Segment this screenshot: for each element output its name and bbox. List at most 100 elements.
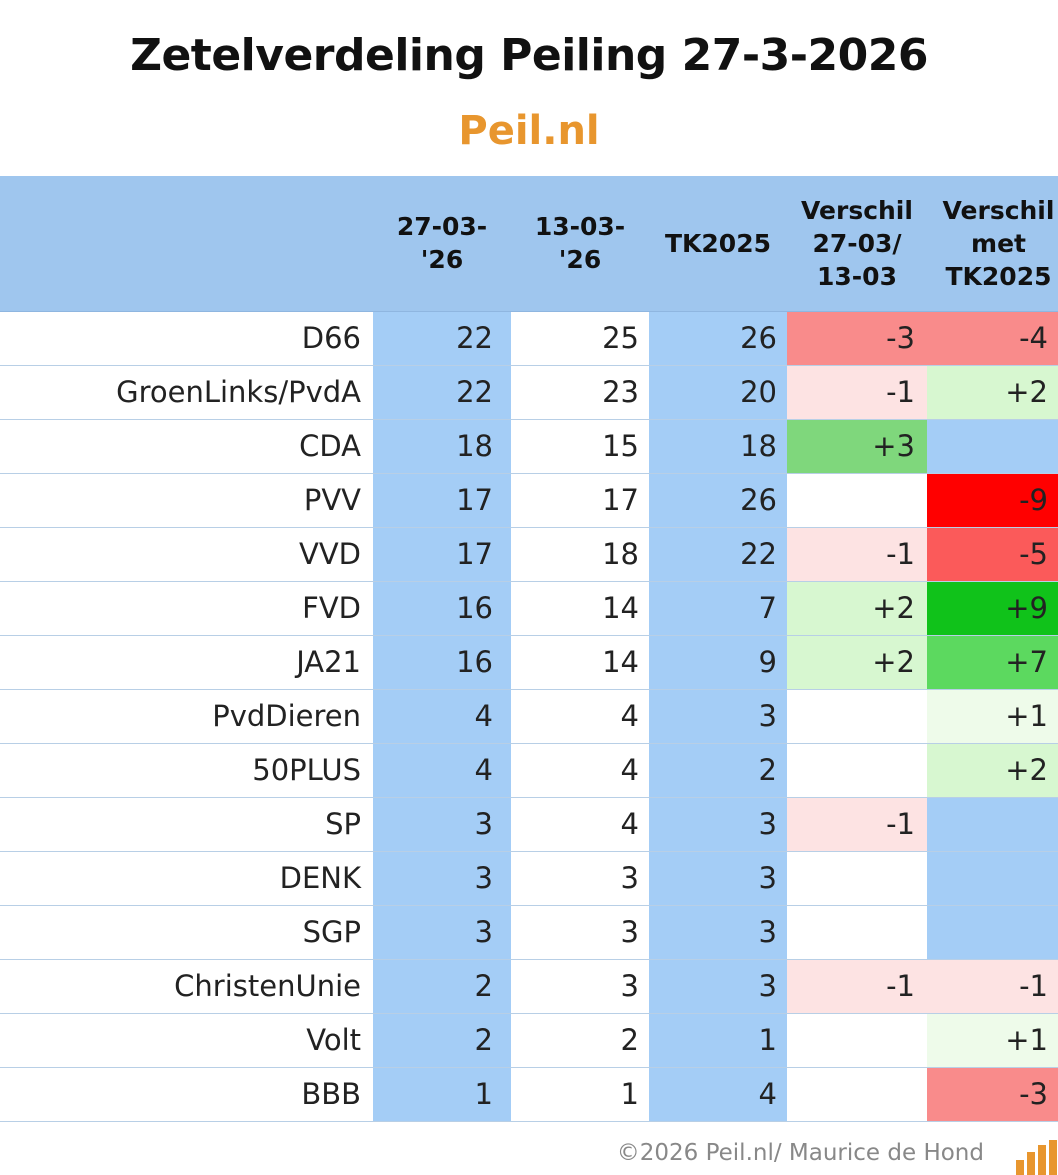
seats-27-03: 4: [373, 689, 511, 744]
seats-13-03: 4: [511, 797, 649, 852]
seats-tk2025: 3: [649, 797, 787, 852]
seats-27-03: 1: [373, 1067, 511, 1122]
copyright-footer: ©2026 Peil.nl/ Maurice de Hond: [616, 1140, 984, 1166]
seats-13-03: 18: [511, 527, 649, 582]
seats-27-03: 22: [373, 311, 511, 366]
header-poll-13-03: 13-03- '26: [511, 176, 649, 312]
seats-tk2025: 2: [649, 743, 787, 798]
diff-13-03: [787, 851, 927, 906]
diff-tk2025: +1: [927, 689, 1058, 744]
seats-tk2025: 3: [649, 905, 787, 960]
header-diff-tk2025: Verschil met TK2025: [927, 176, 1058, 312]
header-line: 27-03-: [396, 212, 488, 242]
header-party: [0, 176, 373, 312]
seats-27-03: 2: [373, 1013, 511, 1068]
header-line: 27-03/: [812, 228, 902, 258]
diff-tk2025: [927, 419, 1058, 474]
header-line: Verschil: [942, 195, 1055, 225]
seats-tk2025: 26: [649, 473, 787, 528]
seats-tk2025: 22: [649, 527, 787, 582]
header-tk2025: TK2025: [649, 176, 787, 312]
seats-13-03: 17: [511, 473, 649, 528]
party-name: CDA: [0, 419, 373, 474]
party-name: FVD: [0, 581, 373, 636]
seats-tk2025: 3: [649, 851, 787, 906]
seats-tk2025: 1: [649, 1013, 787, 1068]
seats-13-03: 3: [511, 905, 649, 960]
seat-table: 27-03- '26 13-03- '26 TK2025 Verschil 27-03/13…: [0, 176, 1058, 1122]
party-name: DENK: [0, 851, 373, 906]
header-line: Verschil: [801, 195, 913, 225]
header-line: TK2025: [664, 228, 771, 258]
table-row: CDA 18 15 18 +3: [0, 419, 1058, 474]
table-header-row: 27-03- '26 13-03- '26 TK2025 Verschil 27-03/13…: [0, 176, 1058, 312]
seats-13-03: 23: [511, 365, 649, 420]
seats-13-03: 4: [511, 743, 649, 798]
header-line: '26: [420, 245, 464, 275]
table-row: FVD 16 14 7 +2 +9: [0, 581, 1058, 636]
diff-tk2025: +9: [927, 581, 1058, 636]
diff-tk2025: [927, 905, 1058, 960]
party-name: SP: [0, 797, 373, 852]
seats-13-03: 3: [511, 959, 649, 1014]
table-row: GroenLinks/PvdA 22 23 20 -1 +2: [0, 365, 1058, 420]
seats-13-03: 15: [511, 419, 649, 474]
diff-tk2025: -1: [927, 959, 1058, 1014]
party-name: Volt: [0, 1013, 373, 1068]
party-name: PvdDieren: [0, 689, 373, 744]
diff-13-03: -1: [787, 527, 927, 582]
diff-tk2025: -4: [927, 311, 1058, 366]
diff-13-03: [787, 473, 927, 528]
party-name: JA21: [0, 635, 373, 690]
seats-tk2025: 18: [649, 419, 787, 474]
party-name: VVD: [0, 527, 373, 582]
table-row: PVV 17 17 26 -9: [0, 473, 1058, 528]
party-name: BBB: [0, 1067, 373, 1122]
seats-27-03: 3: [373, 797, 511, 852]
diff-tk2025: -9: [927, 473, 1058, 528]
seats-27-03: 17: [373, 527, 511, 582]
seats-27-03: 4: [373, 743, 511, 798]
table-row: VVD 17 18 22 -1 -5: [0, 527, 1058, 582]
header-poll-27-03: 27-03- '26: [373, 176, 511, 312]
seats-tk2025: 3: [649, 689, 787, 744]
seats-tk2025: 3: [649, 959, 787, 1014]
diff-13-03: -3: [787, 311, 927, 366]
party-name: D66: [0, 311, 373, 366]
seats-13-03: 1: [511, 1067, 649, 1122]
table-row: 50PLUS 4 4 2 +2: [0, 743, 1058, 798]
diff-tk2025: [927, 797, 1058, 852]
diff-tk2025: -5: [927, 527, 1058, 582]
diff-tk2025: +2: [927, 743, 1058, 798]
diff-13-03: +2: [787, 581, 927, 636]
seats-27-03: 2: [373, 959, 511, 1014]
table-row: JA21 16 14 9 +2 +7: [0, 635, 1058, 690]
header-line: met: [971, 228, 1026, 258]
peil-logo-icon: [1016, 1140, 1057, 1175]
table-row: Volt 2 2 1 +1: [0, 1013, 1058, 1068]
seats-27-03: 16: [373, 581, 511, 636]
header-line: '26: [558, 245, 602, 275]
diff-tk2025: +1: [927, 1013, 1058, 1068]
seats-27-03: 3: [373, 905, 511, 960]
diff-13-03: +2: [787, 635, 927, 690]
diff-13-03: -1: [787, 959, 927, 1014]
table-row: ChristenUnie 2 3 3 -1 -1: [0, 959, 1058, 1014]
seats-27-03: 18: [373, 419, 511, 474]
table-row: SP 3 4 3 -1: [0, 797, 1058, 852]
diff-13-03: [787, 1013, 927, 1068]
page-subtitle: Peil.nl: [458, 108, 600, 154]
table-row: SGP 3 3 3: [0, 905, 1058, 960]
seats-13-03: 25: [511, 311, 649, 366]
table-row: BBB 1 1 4 -3: [0, 1067, 1058, 1122]
header-line: 13-03-: [534, 212, 626, 242]
diff-13-03: [787, 1067, 927, 1122]
table-row: PvdDieren 4 4 3 +1: [0, 689, 1058, 744]
seats-tk2025: 7: [649, 581, 787, 636]
seats-13-03: 14: [511, 635, 649, 690]
diff-13-03: -1: [787, 797, 927, 852]
header-line: 13-03: [817, 261, 897, 291]
seats-27-03: 16: [373, 635, 511, 690]
seats-tk2025: 20: [649, 365, 787, 420]
seats-13-03: 4: [511, 689, 649, 744]
